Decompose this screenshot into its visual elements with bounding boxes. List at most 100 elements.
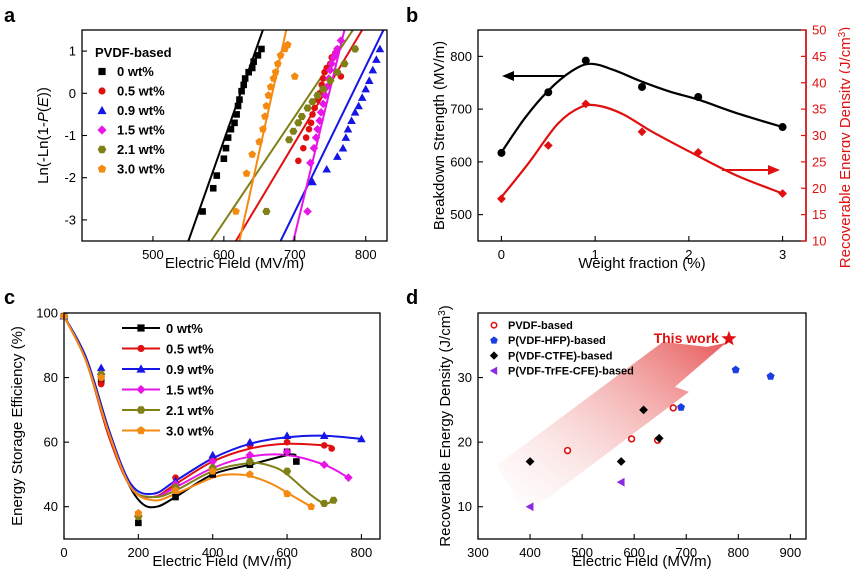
- x-tick-label: 0: [60, 545, 67, 560]
- data-point-c-5: [171, 486, 180, 494]
- data-point-a-5: [290, 72, 299, 80]
- y-tick-label: 20: [458, 435, 472, 450]
- data-point-a-4: [326, 77, 335, 85]
- data-point-a-2: [350, 107, 360, 116]
- y-tick-label: 600: [450, 154, 472, 169]
- data-point-b-breakdown: [694, 92, 703, 101]
- data-point-c-2: [319, 431, 329, 439]
- data-point-a-4: [289, 127, 298, 135]
- y2-tick-label: 40: [812, 75, 826, 90]
- y-tick-label: -2: [64, 170, 76, 185]
- data-point-d-2: [525, 457, 535, 466]
- y-tick-label: 700: [450, 102, 472, 117]
- y2-tick-label: 45: [812, 49, 826, 64]
- data-point-a-3: [333, 44, 342, 54]
- data-point-c-3: [344, 473, 353, 482]
- legend-marker-c-4: [136, 406, 146, 414]
- data-point-a-4: [319, 85, 328, 93]
- y2-tick-label: 35: [812, 102, 826, 117]
- legend-label-c: 3.0 wt%: [166, 424, 214, 439]
- y-axis-label-d: Recoverable Energy Density (J/cm3): [437, 305, 455, 546]
- data-point-a-3: [311, 133, 321, 142]
- x-tick-label: 800: [727, 545, 749, 560]
- data-point-a-5: [283, 40, 292, 49]
- data-point-a-0: [213, 172, 221, 179]
- legend-label-d: PVDF-based: [508, 320, 573, 332]
- plot-frame-c: [63, 312, 381, 540]
- legend-marker-c-5: [136, 426, 146, 435]
- data-point-a-3: [316, 107, 326, 117]
- data-point-c-5: [134, 509, 143, 517]
- data-point-a-2: [333, 152, 342, 160]
- plot-frame-d: [477, 312, 807, 540]
- x-tick-label: 400: [519, 545, 541, 560]
- legend-marker-a-5: [97, 164, 107, 173]
- data-point-a-5: [259, 125, 267, 133]
- data-point-a-5: [264, 91, 273, 99]
- y-tick-label: 80: [44, 370, 58, 385]
- data-point-a-1: [319, 75, 327, 82]
- data-point-d-0: [563, 446, 572, 455]
- data-point-a-3: [309, 143, 319, 153]
- legend-label-a: 1.5 wt%: [117, 123, 165, 138]
- data-point-a-5: [269, 74, 278, 82]
- legend-marker-a-1: [98, 87, 106, 95]
- data-point-a-4: [340, 60, 349, 68]
- legend-label-d: P(VDF-CTFE)-based: [508, 350, 613, 362]
- data-point-a-4: [351, 45, 360, 53]
- x-tick-label: 1: [592, 247, 599, 262]
- data-point-a-3: [336, 36, 346, 45]
- data-point-a-5: [262, 101, 271, 110]
- data-point-a-1: [300, 144, 307, 152]
- data-point-a-3: [315, 116, 324, 126]
- legend-label-d: P(VDF-HFP)-based: [508, 335, 606, 347]
- y-tick-label: 0: [69, 86, 76, 101]
- data-point-a-0: [199, 208, 206, 215]
- y2-tick-label: 20: [812, 181, 826, 196]
- data-point-a-3: [327, 59, 336, 69]
- data-point-b-breakdown: [778, 123, 787, 132]
- data-point-a-2: [308, 177, 317, 186]
- x-tick-label: 500: [571, 545, 593, 560]
- panel-label-a: a: [4, 5, 16, 27]
- data-point-c-3: [245, 450, 255, 460]
- x-tick-label: 700: [284, 247, 306, 262]
- data-point-a-0: [250, 58, 257, 65]
- right-arrow-head-b: [768, 165, 780, 175]
- x-tick-label: 400: [202, 545, 224, 560]
- data-point-d-0: [627, 435, 636, 443]
- legend-marker-a-2: [97, 105, 107, 115]
- data-point-b-energy: [497, 194, 506, 204]
- legend-label-a: 3.0 wt%: [117, 162, 165, 177]
- x-tick-label: 700: [675, 545, 697, 560]
- data-point-c-3: [208, 457, 218, 466]
- data-point-a-4: [303, 104, 312, 112]
- data-point-a-4: [262, 207, 271, 215]
- legend-label-d: P(VDF-TrFE-CFE)-based: [508, 366, 634, 378]
- x-tick-label: 800: [355, 247, 377, 262]
- data-point-a-2: [372, 55, 381, 63]
- data-point-a-1: [311, 104, 318, 112]
- data-point-b-breakdown: [544, 88, 553, 97]
- legend-marker-c-0: [137, 324, 145, 332]
- data-point-d-1: [677, 403, 685, 411]
- legend-marker-c-3: [136, 384, 146, 395]
- data-point-c-1: [97, 380, 105, 388]
- data-point-c-0: [293, 458, 300, 465]
- x-tick-label: 600: [623, 545, 645, 560]
- y2-tick-label: 30: [812, 128, 826, 143]
- data-point-a-0: [254, 52, 262, 59]
- data-point-b-energy: [543, 141, 553, 150]
- x-tick-label: 200: [128, 545, 150, 560]
- data-point-c-1: [283, 438, 291, 446]
- data-point-c-2: [96, 363, 106, 372]
- data-point-a-0: [240, 81, 248, 89]
- data-point-a-2: [338, 143, 348, 152]
- data-point-d-3: [616, 477, 625, 487]
- data-point-a-0: [209, 184, 217, 192]
- legend-marker-d-3: [489, 366, 498, 375]
- data-point-a-5: [232, 207, 240, 215]
- y2-tick-label: 25: [812, 154, 826, 169]
- data-point-c-2: [208, 450, 218, 459]
- data-point-a-1: [302, 134, 310, 141]
